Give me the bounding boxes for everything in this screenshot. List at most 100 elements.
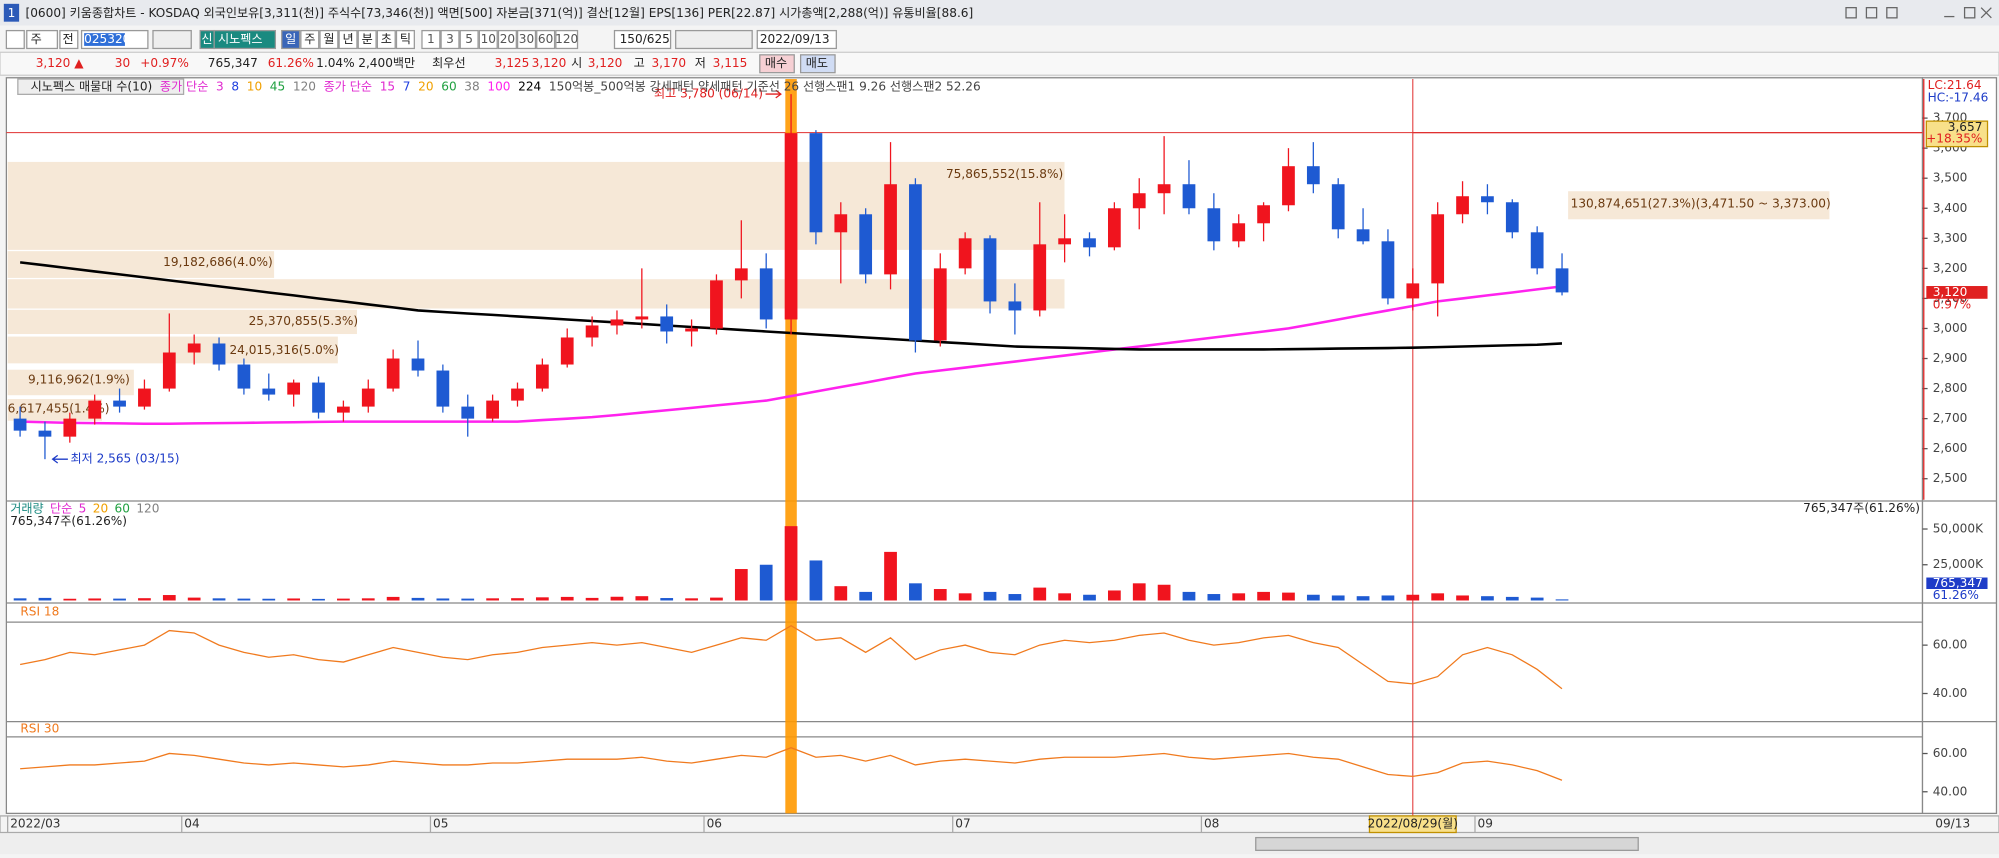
candle-body <box>113 400 126 407</box>
maximize[interactable] <box>1963 7 1976 19</box>
interval-button[interactable] <box>516 29 537 50</box>
low-label: 최저 2,565 (03/15) <box>70 452 179 466</box>
x-tick-label: 04 <box>184 817 200 831</box>
volume-legend: 거래량 단순 5 20 60 120 <box>10 501 159 515</box>
volume-right-label: 765,347주(61.26%) <box>1803 501 1920 515</box>
control-icon[interactable] <box>1845 7 1857 19</box>
candle-body <box>461 406 475 419</box>
period-button[interactable] <box>338 29 358 50</box>
y-tick-label: 60.00 <box>1933 746 1968 760</box>
candle-body <box>610 319 624 326</box>
candle-body <box>511 388 524 401</box>
sell-button[interactable] <box>799 54 836 74</box>
candle-body <box>1083 238 1096 248</box>
candle-body <box>212 343 226 365</box>
candle-body <box>1282 166 1295 206</box>
prev-button[interactable] <box>59 29 79 50</box>
volume-bar <box>1107 590 1121 601</box>
close[interactable] <box>1980 7 1992 19</box>
quote-ask: 3,125 <box>495 56 530 70</box>
high-arrow <box>765 89 782 99</box>
tool-icons[interactable] <box>675 29 753 50</box>
control-icon[interactable] <box>1886 7 1898 19</box>
quote-open: 3,120 <box>588 56 623 70</box>
candle-body <box>1207 208 1221 242</box>
tag-price: 3,657 <box>1948 120 1983 134</box>
candle-body <box>1481 196 1494 203</box>
volume-bar <box>834 586 848 601</box>
high-label: 최고 3,780 (06/14) <box>654 87 763 101</box>
candle-body <box>535 364 549 389</box>
buy-button[interactable] <box>759 54 795 74</box>
search-icon[interactable] <box>152 29 192 50</box>
volume-last: 765,347 <box>1933 576 1983 590</box>
quote-price: 3,120 ▲ <box>36 56 85 70</box>
period-label: 분 <box>362 32 373 46</box>
volume-bar <box>237 598 251 601</box>
period-button[interactable] <box>281 29 301 50</box>
candle-body <box>1306 166 1320 185</box>
volume-bar <box>1083 594 1096 601</box>
quote-high-label: 고 <box>634 56 645 70</box>
legend-series: 100 <box>487 79 510 93</box>
period-button[interactable] <box>319 29 339 50</box>
interval-button[interactable] <box>421 29 441 50</box>
toolbar-icon[interactable] <box>5 29 25 50</box>
interval-button[interactable] <box>497 29 517 50</box>
count-input[interactable] <box>613 29 672 50</box>
volume-profile-label: 130,874,651(27.3%)(3,471.50 ~ 3,373.00) <box>1571 196 1831 210</box>
candle-body <box>312 382 325 413</box>
candle-body <box>1505 202 1519 233</box>
y-tick-label: 2,500 <box>1933 471 1968 485</box>
interval-button[interactable] <box>440 29 460 50</box>
volume-profile-label: 6,617,455(1.4%) <box>8 402 110 416</box>
candle-body <box>38 430 52 437</box>
volume-legend-item: 5 <box>79 501 87 515</box>
legend-item: 8 <box>231 79 239 93</box>
candle-body <box>187 343 201 353</box>
volume-bar <box>138 598 151 601</box>
volume-bar <box>958 593 972 601</box>
volume-bar <box>635 596 649 601</box>
interval-button[interactable] <box>459 29 479 50</box>
quote-volume-rate: 61.26% <box>268 56 314 70</box>
interval-label: 60 <box>538 32 553 46</box>
date-input[interactable] <box>756 29 837 50</box>
volume-bar <box>685 598 698 601</box>
quote-change: 30 <box>115 56 130 70</box>
period-button[interactable] <box>300 29 320 50</box>
volume-bar <box>560 596 574 601</box>
candle-body <box>834 214 848 233</box>
candle-body <box>1406 283 1420 299</box>
control-icon[interactable] <box>1865 7 1878 19</box>
volume-bar <box>436 598 450 601</box>
volume-bar <box>933 589 947 601</box>
y-axis-area <box>1921 77 1998 815</box>
crosshair-date: 2022/08/29(월) <box>1368 817 1458 831</box>
candle-body <box>585 325 599 338</box>
period-button[interactable] <box>357 29 377 50</box>
candle-body <box>1257 205 1270 224</box>
window-controls[interactable] <box>1845 7 1992 19</box>
date: 2022/09/13 <box>760 32 830 46</box>
volume-bar <box>1058 593 1072 601</box>
interval-button[interactable] <box>478 29 498 50</box>
scroll-bar[interactable] <box>0 833 1999 855</box>
interval-button[interactable] <box>555 29 579 50</box>
stock-name[interactable] <box>213 29 277 50</box>
period-button[interactable] <box>376 29 396 50</box>
interval-button[interactable] <box>536 29 556 50</box>
candle-body <box>1058 238 1072 245</box>
interval-label: 3 <box>446 32 454 46</box>
period-button[interactable] <box>395 29 415 50</box>
window-title: [0600] 키움종합차트 - KOSDAQ 외국인보유[3,311(천)] 주… <box>25 5 973 20</box>
volume-bar <box>312 598 325 601</box>
interval-label: 120 <box>555 32 578 46</box>
interval-label: 30 <box>519 32 534 46</box>
y-tick-label: 3,300 <box>1933 231 1968 245</box>
scroll-thumb[interactable] <box>1255 836 1639 851</box>
volume-bar <box>1008 594 1022 601</box>
unit-select[interactable] <box>26 29 59 50</box>
volume-profile-label: 19,182,686(4.0%) <box>163 255 273 269</box>
volume-profile-band <box>1568 191 1830 220</box>
